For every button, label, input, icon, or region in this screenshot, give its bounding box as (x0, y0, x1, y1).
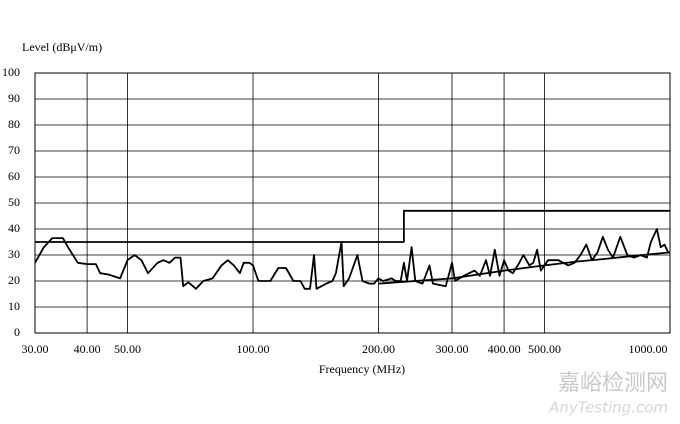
y-tick-label: 0 (14, 325, 20, 339)
y-tick-label: 70 (8, 143, 20, 157)
y-tick-label: 20 (8, 273, 20, 287)
x-axis-label: Frequency (MHz) (319, 362, 405, 376)
x-tick-label: 1000.00 (629, 342, 668, 356)
y-tick-label: 50 (8, 195, 20, 209)
y-axis-label: Level (dBμV/m) (22, 40, 102, 54)
y-tick-label: 100 (2, 65, 20, 79)
series-line (35, 209, 670, 243)
x-tick-label: 200.00 (362, 342, 395, 356)
y-tick-label: 60 (8, 169, 20, 183)
y-tick-label: 40 (8, 221, 20, 235)
series-line (34, 228, 670, 290)
x-tick-label: 40.00 (74, 342, 101, 356)
y-tick-label: 80 (8, 117, 20, 131)
series-line (378, 251, 671, 285)
y-tick-label: 10 (8, 299, 20, 313)
x-tick-label: 50.00 (114, 342, 141, 356)
x-tick-label: 400.00 (488, 342, 521, 356)
y-tick-label: 30 (8, 247, 20, 261)
y-tick-label: 90 (8, 91, 20, 105)
x-tick-label: 500.00 (528, 342, 561, 356)
x-tick-label: 300.00 (435, 342, 468, 356)
watermark-name: 嘉峪检测网 (558, 371, 668, 396)
x-tick-label: 100.00 (237, 342, 270, 356)
watermark-site: AnyTesting.com (548, 399, 668, 417)
x-tick-label: 30.00 (22, 342, 49, 356)
